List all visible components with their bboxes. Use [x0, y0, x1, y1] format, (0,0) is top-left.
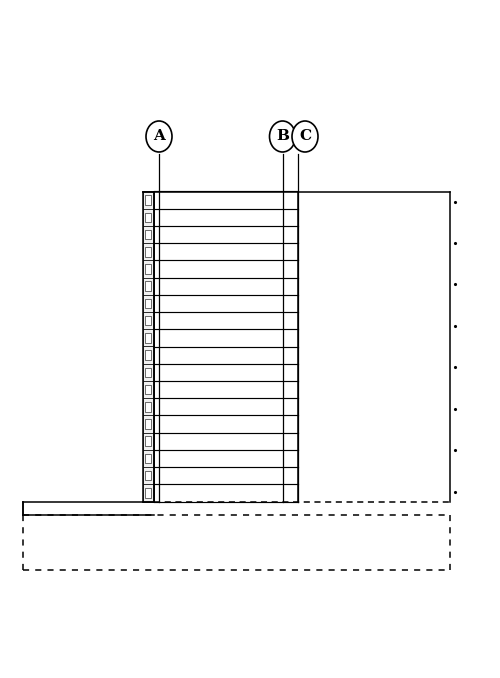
- Bar: [142, 416, 154, 433]
- Bar: [145, 316, 151, 325]
- Bar: [145, 437, 151, 446]
- Bar: [145, 351, 151, 360]
- Bar: [142, 243, 154, 260]
- Bar: [145, 281, 151, 291]
- Bar: [142, 346, 154, 363]
- Ellipse shape: [270, 121, 295, 152]
- Bar: [145, 195, 151, 205]
- Bar: [145, 488, 151, 498]
- Bar: [145, 402, 151, 412]
- Ellipse shape: [146, 121, 172, 152]
- Bar: [142, 433, 154, 450]
- Bar: [142, 312, 154, 330]
- Bar: [142, 330, 154, 346]
- Bar: [145, 385, 151, 395]
- Bar: [142, 363, 154, 381]
- Bar: [145, 264, 151, 274]
- Bar: [142, 450, 154, 467]
- Ellipse shape: [292, 121, 318, 152]
- Bar: [145, 333, 151, 342]
- Text: C: C: [299, 129, 311, 144]
- Bar: [142, 484, 154, 502]
- Bar: [142, 191, 154, 209]
- Bar: [145, 419, 151, 428]
- Bar: [145, 367, 151, 377]
- Bar: [145, 299, 151, 308]
- Bar: [145, 230, 151, 239]
- Bar: [142, 277, 154, 295]
- Bar: [145, 454, 151, 463]
- Text: A: A: [153, 129, 165, 144]
- Bar: [142, 295, 154, 312]
- Text: B: B: [276, 129, 289, 144]
- Bar: [142, 467, 154, 484]
- Bar: [142, 209, 154, 226]
- Bar: [145, 471, 151, 481]
- Bar: [145, 247, 151, 256]
- Bar: [142, 398, 154, 416]
- Bar: [142, 226, 154, 243]
- Bar: [142, 260, 154, 277]
- Bar: [142, 381, 154, 398]
- Bar: [145, 213, 151, 222]
